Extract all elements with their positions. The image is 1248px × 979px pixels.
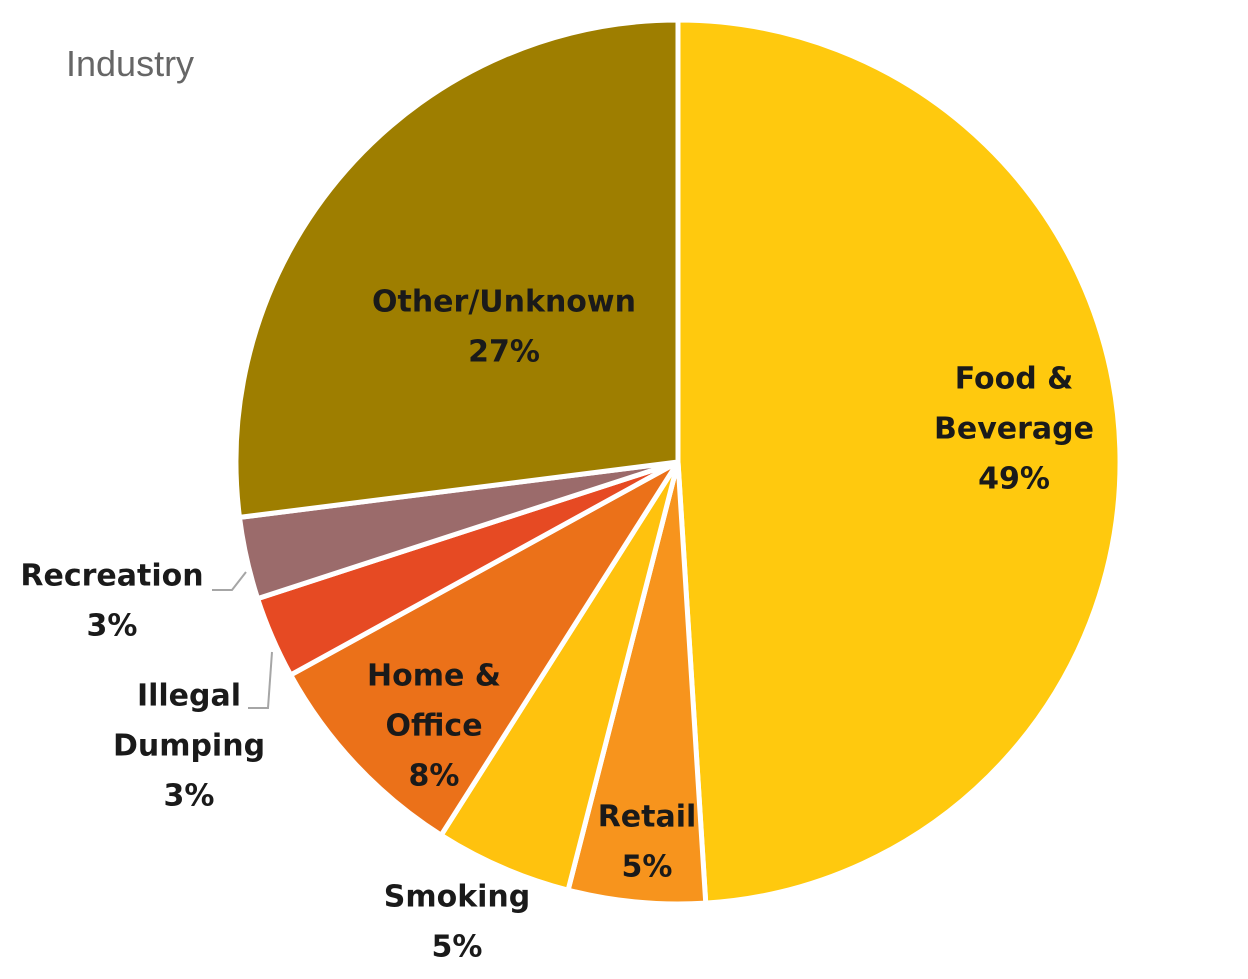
data-label-name: Food & bbox=[955, 362, 1074, 397]
data-label-home-office: Home & Office 8% bbox=[367, 659, 501, 794]
pie-slice-food-beverage bbox=[675, 17, 1123, 906]
data-label-name: Illegal bbox=[137, 679, 241, 714]
data-label-value: 8% bbox=[409, 759, 460, 794]
data-label-name: Office bbox=[385, 709, 482, 744]
leader-line-recreation bbox=[212, 571, 247, 591]
pie-slice-home-office bbox=[288, 459, 681, 838]
data-label-value: 3% bbox=[87, 609, 138, 644]
data-label-name: Dumping bbox=[113, 729, 265, 764]
data-label-illegal-dumping: Illegal Dumping 3% bbox=[113, 679, 265, 814]
data-label-value: 27% bbox=[468, 335, 540, 370]
data-label-other-unknown: Other/Unknown 27% bbox=[372, 285, 636, 370]
data-label-value: 3% bbox=[164, 779, 215, 814]
data-label-name: Recreation bbox=[20, 559, 203, 594]
data-label-value: 5% bbox=[432, 930, 483, 965]
leader-line-illegal-dumping bbox=[248, 651, 273, 709]
data-label-recreation: Recreation 3% bbox=[20, 559, 203, 644]
pie-slice-other-unknown bbox=[233, 17, 681, 520]
data-label-name: Beverage bbox=[934, 412, 1094, 447]
data-label-value: 5% bbox=[622, 850, 673, 885]
data-label-name: Retail bbox=[598, 800, 697, 835]
leader-lines bbox=[212, 571, 273, 709]
data-label-name: Home & bbox=[367, 659, 501, 694]
chart-title: Industry bbox=[66, 43, 194, 84]
pie-slices bbox=[233, 17, 1123, 907]
data-label-value: 49% bbox=[978, 462, 1050, 497]
data-label-name: Smoking bbox=[384, 880, 531, 915]
data-label-retail: Retail 5% bbox=[598, 800, 697, 885]
data-label-smoking: Smoking 5% bbox=[384, 880, 531, 965]
data-label-name: Other/Unknown bbox=[372, 285, 636, 320]
data-labels: Food & Beverage 49% Retail 5% Smoking 5% Home &… bbox=[20, 285, 1094, 965]
data-label-food-beverage: Food & Beverage 49% bbox=[934, 362, 1094, 497]
